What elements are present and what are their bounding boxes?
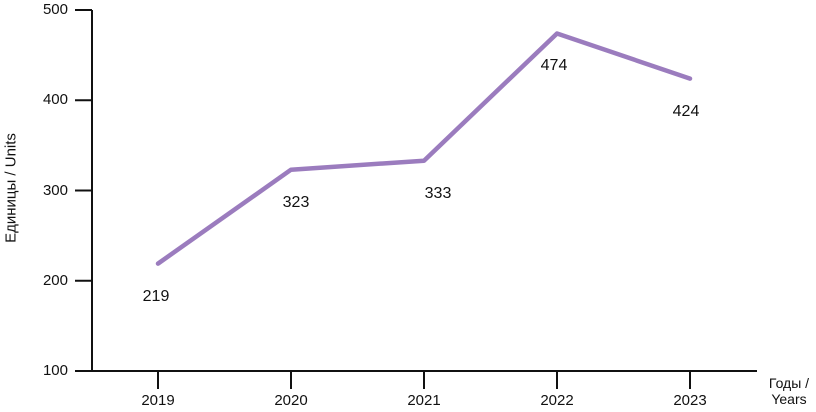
- data-label: 333: [424, 184, 452, 202]
- y-tick-label: 100: [42, 362, 68, 379]
- series-line: [155, 31, 693, 266]
- x-axis-tick-marks: [157, 371, 691, 389]
- x-tick-label: 2023: [673, 392, 707, 409]
- y-tick-label: 300: [42, 181, 68, 199]
- data-label: 474: [540, 57, 568, 75]
- x-tick-label: 2021: [407, 392, 441, 409]
- y-axis-tick-marks: [75, 9, 92, 372]
- y-tick-label: 400: [42, 91, 68, 109]
- y-tick-label: 200: [42, 271, 68, 289]
- data-label: 424: [672, 102, 700, 120]
- x-tick-label: 2022: [540, 392, 574, 409]
- data-label: 323: [282, 193, 310, 211]
- x-axis-title-line2: Years: [771, 391, 807, 407]
- x-axis-title: Годы / Years: [763, 375, 815, 407]
- x-tick-label: 2020: [274, 392, 308, 409]
- x-axis-title-line1: Годы /: [768, 375, 810, 391]
- x-tick-label: 2019: [141, 392, 175, 409]
- y-axis-title: Единицы / Units: [2, 133, 20, 243]
- data-label: 219: [142, 287, 170, 305]
- y-tick-label: 500: [42, 1, 68, 18]
